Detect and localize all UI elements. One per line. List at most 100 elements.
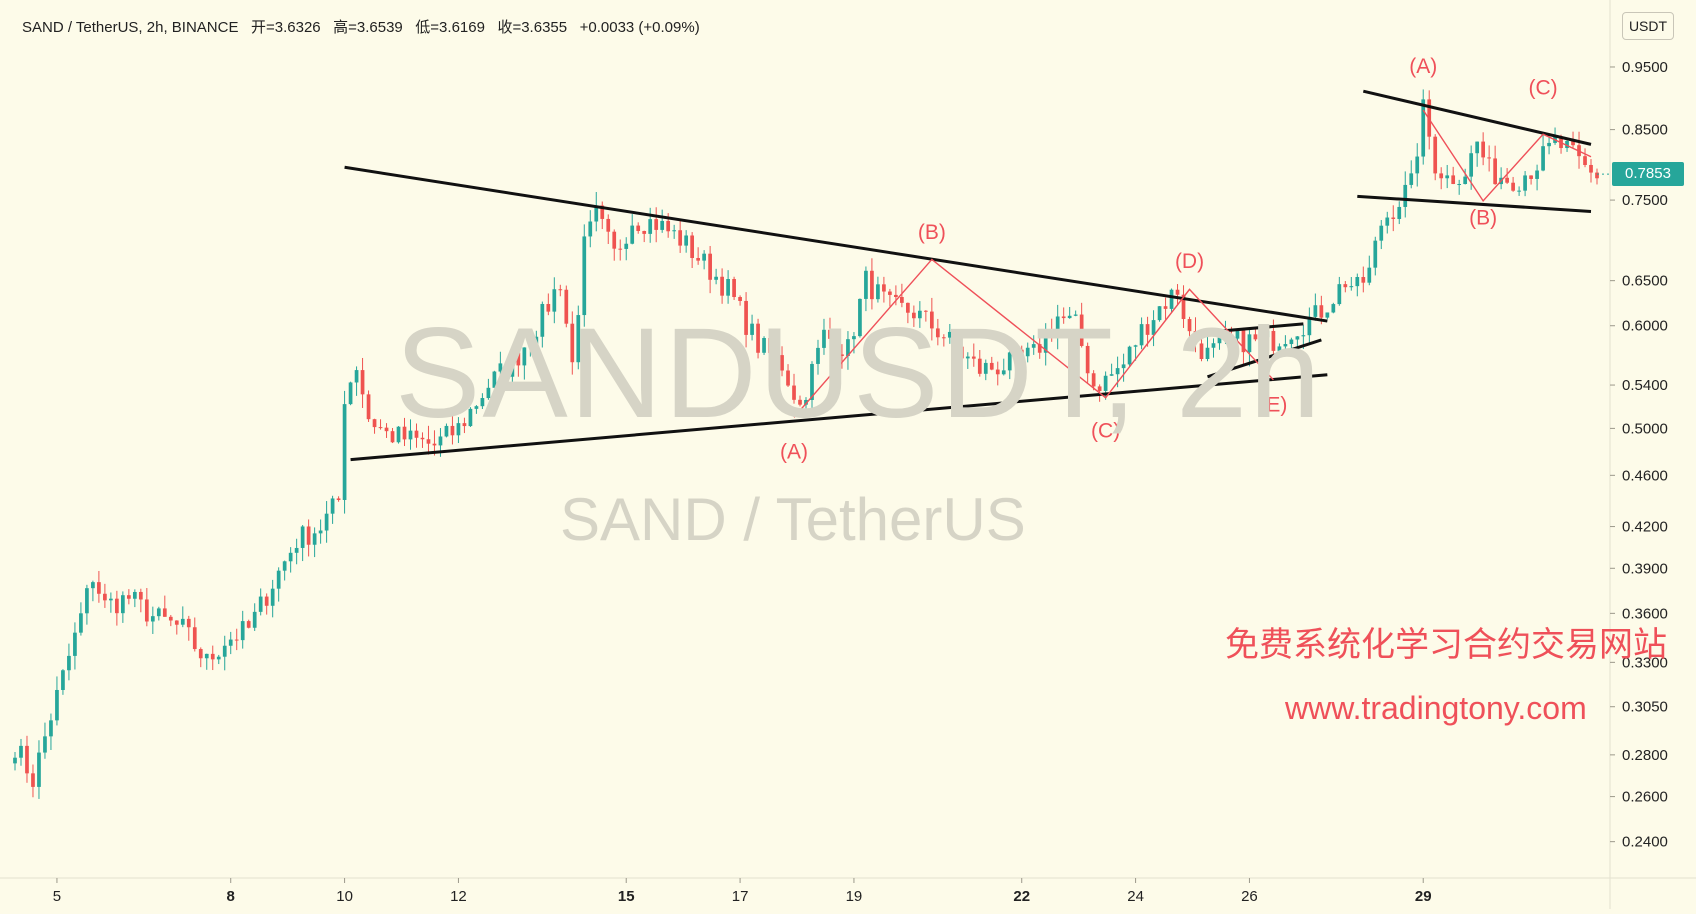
candle-body [330, 498, 335, 514]
candle-body [462, 423, 467, 427]
candle-body [1397, 206, 1402, 219]
candle-body [1433, 136, 1438, 174]
candle-body [600, 205, 605, 219]
trendline [350, 373, 1328, 462]
candle-body [660, 220, 665, 230]
candle-body [959, 346, 964, 359]
candle-body [726, 279, 730, 296]
candle-body [732, 279, 736, 298]
candle-body [138, 591, 143, 600]
candle-body [1481, 141, 1486, 158]
candle-body [935, 328, 940, 338]
candle-body [708, 253, 712, 280]
candle-body [1253, 334, 1258, 340]
candle-body [1121, 364, 1126, 369]
candle-body [414, 430, 419, 438]
candle-body [115, 598, 119, 614]
candle-body [678, 230, 683, 246]
candle-body [1001, 370, 1006, 375]
candle-body [1373, 240, 1378, 268]
candle-body [1409, 173, 1414, 185]
candle-body [1301, 335, 1306, 337]
candle-body [953, 331, 958, 347]
candle-body [468, 408, 473, 427]
candle-body [85, 588, 89, 614]
candle-body [552, 289, 557, 312]
trendline [1362, 89, 1592, 146]
x-tick-label: 8 [227, 888, 235, 905]
y-tick-label: 0.9500 [1622, 59, 1668, 76]
candle-body [486, 387, 491, 399]
candle-body [1367, 267, 1372, 283]
candle-body [180, 618, 185, 625]
candle-body [396, 426, 401, 443]
x-tick-label: 12 [450, 888, 467, 905]
y-tick-label: 0.7500 [1622, 192, 1668, 209]
wave-line [1422, 109, 1592, 202]
candle-body [1259, 337, 1264, 340]
candle-body [756, 323, 760, 353]
candle-body [1079, 314, 1084, 346]
currency-selector[interactable]: USDT [1622, 12, 1674, 40]
candle-body [1355, 277, 1360, 287]
candle-body [19, 745, 23, 758]
candle-body [1097, 386, 1102, 391]
candle-body [1571, 140, 1575, 146]
candle-body [1529, 175, 1533, 179]
y-tick-label: 0.4200 [1622, 519, 1668, 536]
candle-body [1193, 331, 1198, 344]
candle-body [1493, 158, 1497, 185]
candle-body [444, 425, 449, 437]
candle-body [1595, 172, 1599, 179]
candle-body [522, 347, 527, 366]
x-tick-label: 5 [53, 888, 61, 905]
low-value: 低=3.6169 [415, 19, 485, 36]
candle-body [636, 225, 641, 231]
candle-body [882, 284, 886, 292]
candle-body [1421, 99, 1426, 157]
candle-body [474, 406, 479, 409]
candle-body [1307, 316, 1312, 336]
last-price-label: 0.7853 [1612, 162, 1684, 187]
symbol-title[interactable]: SAND / TetherUS, 2h, BINANCE [22, 19, 239, 36]
candle-body [588, 221, 593, 237]
candle-body [738, 297, 742, 301]
candle-body [228, 639, 233, 646]
wave-label: (A) [1409, 55, 1437, 78]
x-tick-label: 17 [732, 888, 749, 905]
candle-body [1319, 305, 1324, 318]
candle-body [822, 329, 826, 348]
candle-body [1313, 305, 1318, 317]
candle-body [1025, 347, 1030, 357]
x-tick-label: 24 [1127, 888, 1144, 905]
candle-body [306, 526, 311, 545]
candle-body [198, 649, 203, 659]
watermark-symbol: SANDUSDT, 2h [395, 302, 1323, 445]
candle-body [977, 358, 982, 374]
candle-body [162, 608, 167, 617]
candle-body [828, 329, 832, 339]
candle-body [312, 533, 317, 545]
candle-body [390, 431, 395, 443]
candle-body [25, 745, 29, 774]
candle-body [1091, 373, 1096, 387]
candle-body [1361, 277, 1366, 283]
candle-body [876, 284, 880, 300]
watermark-pair: SAND / TetherUS [560, 486, 1026, 553]
wave-label: (B) [1469, 207, 1497, 230]
candle-body [1283, 344, 1288, 347]
trendline [1357, 194, 1592, 213]
candle-body [342, 404, 347, 500]
candle-body [606, 218, 611, 232]
candle-body [438, 436, 443, 446]
promo-url[interactable]: www.tradingtony.com [1285, 690, 1587, 726]
candle-body [612, 231, 617, 249]
candle-body [324, 513, 329, 531]
candle-body [798, 399, 802, 405]
candle-body [348, 382, 353, 405]
candle-body [1565, 140, 1569, 149]
candle-body [923, 310, 928, 312]
candle-body [1223, 334, 1228, 338]
